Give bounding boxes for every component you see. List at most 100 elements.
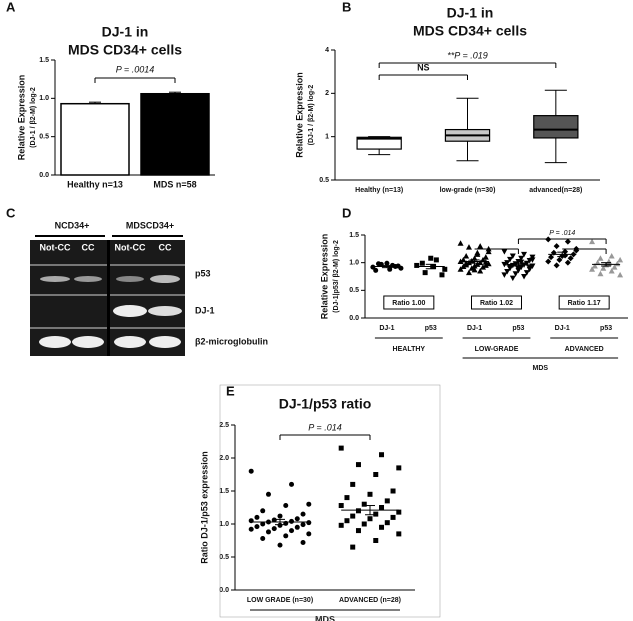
gel-group: MDSCD34+ [126,220,174,230]
y-axis-label: Ratio DJ-1/p53 expression [199,451,209,564]
group-label: HEALTHY [393,346,426,353]
panel-letter: B [342,0,351,14]
data-point [474,249,481,256]
data-point [271,517,277,523]
data-point [422,270,428,276]
data-point [294,516,300,522]
data-point [479,256,486,263]
annotation: P = .0014 [116,64,154,74]
band-label: β2-microglobulin [195,336,268,346]
x-tick-label: DJ-1 [467,325,482,332]
x-tick-label: LOW GRADE (n=30) [247,597,313,604]
ratio-label: Ratio 1.02 [480,300,513,307]
data-point [396,509,402,515]
data-point [260,508,266,514]
gel-band [149,336,181,348]
data-point [338,522,344,528]
y-tick-label: 1.5 [39,57,49,64]
data-point [529,257,536,263]
data-point [367,491,373,497]
ratio-box [558,295,610,310]
lane-label: CC [82,242,95,252]
data-point [350,513,356,519]
data-point [367,516,373,522]
data-point [254,514,260,520]
y-tick-label: 1.0 [349,260,359,267]
data-point [545,258,552,265]
data-point [373,472,379,477]
data-point [548,254,555,261]
y-tick-label: 4 [325,47,329,54]
x-tick-label: ADVANCED (n=28) [339,597,401,604]
data-point [562,248,569,255]
data-point [390,514,396,520]
data-point [277,513,283,519]
data-point [396,465,402,471]
data-point [518,259,525,266]
data-point [512,271,519,277]
data-point [529,254,536,261]
chart-title: DJ-1 in [447,5,494,21]
group-label: LOW-GRADE [475,346,519,353]
panel-letter: A [6,0,16,14]
data-point [433,257,439,263]
y-axis-label: Relative Expression [294,72,304,158]
data-point [373,538,379,543]
data-point [260,521,266,527]
data-point [463,253,470,259]
data-point [442,266,448,272]
ratio-box [383,295,435,310]
data-point [338,445,344,451]
data-point [350,544,356,550]
data-point [504,269,511,275]
data-point [384,498,390,504]
data-point [384,520,390,526]
data-point [355,528,361,534]
y-axis-label: Relative Expression [16,75,26,161]
data-point [260,536,266,542]
y-tick-label: 0.5 [219,554,229,561]
data-point [306,531,312,537]
y-tick-label: 1.5 [219,488,229,495]
data-point [271,526,277,532]
ratio-label: Ratio 1.00 [392,300,425,307]
data-point [485,248,492,255]
data-point [471,266,478,273]
gel-band [40,276,70,282]
data-point [479,264,486,270]
data-point [300,522,306,528]
group-label: MDS [315,614,335,621]
data-point [283,503,289,509]
group-label: MDS [533,365,549,372]
panel-letter: C [6,205,16,220]
annotation: P = .014 [549,230,575,237]
data-point [457,266,464,272]
y-axis-label: Relative Expression [319,234,329,320]
gel-band [148,306,182,316]
annotation: P = .014 [308,422,341,432]
y-tick-label: 0.5 [349,287,359,294]
x-tick-label: MDS n=58 [153,179,196,189]
data-point [521,251,528,258]
data-point [597,270,604,277]
gel-band [72,336,104,348]
data-point [501,272,508,278]
data-point [289,518,295,524]
data-point [439,272,445,278]
ratio-box [471,295,522,310]
data-point [300,511,306,517]
gel-band [74,276,102,282]
data-point [355,462,361,468]
y-tick-label: 2 [325,90,329,97]
data-point [370,264,376,270]
data-point [597,255,604,261]
y-axis-label: (DJ-1 / β2-M) log-2 [30,87,37,148]
data-point [591,262,598,269]
data-point [553,243,560,250]
gel-band [113,305,147,317]
data-point [289,481,295,487]
data-point [556,256,563,263]
y-tick-label: 1.0 [39,95,49,102]
data-point [300,539,306,545]
data-point [254,524,260,530]
